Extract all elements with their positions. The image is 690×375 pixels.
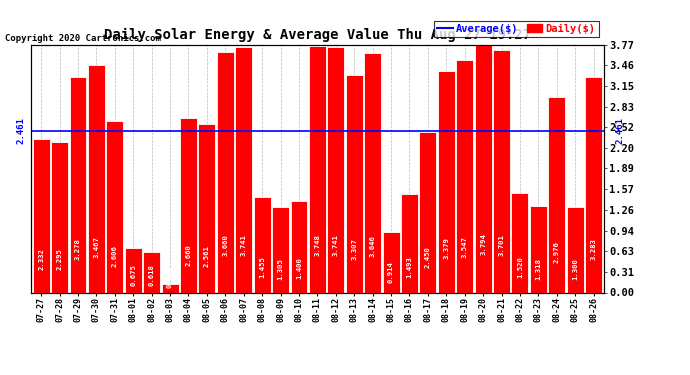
Bar (254, 197, 270, 292)
Bar (161, 284, 179, 292)
Bar (511, 193, 529, 292)
Bar (438, 70, 455, 292)
Text: 2.976: 2.976 (554, 242, 560, 263)
Text: Copyright 2020 Cartronics.com: Copyright 2020 Cartronics.com (6, 33, 161, 42)
Text: 2.295: 2.295 (57, 248, 63, 270)
Text: 1.455: 1.455 (259, 256, 265, 278)
Bar (180, 118, 197, 292)
Text: 1.305: 1.305 (277, 258, 284, 280)
Text: 3.794: 3.794 (480, 233, 486, 255)
Text: 0.675: 0.675 (130, 264, 136, 286)
Text: 1.318: 1.318 (535, 258, 542, 279)
Text: 3.278: 3.278 (75, 238, 81, 260)
Text: 2.332: 2.332 (38, 248, 44, 270)
Bar (549, 97, 565, 292)
Text: 0.618: 0.618 (148, 264, 155, 286)
Bar (309, 46, 326, 292)
Bar (327, 47, 344, 292)
Text: 3.748: 3.748 (315, 234, 320, 256)
Bar (88, 65, 105, 292)
Text: 2.461: 2.461 (17, 117, 26, 144)
Bar (530, 206, 547, 292)
Bar (217, 52, 234, 292)
Bar (456, 60, 473, 292)
Bar (272, 207, 289, 292)
Text: 1.493: 1.493 (406, 256, 413, 278)
Text: 1.400: 1.400 (296, 257, 302, 279)
Bar (382, 232, 400, 292)
Text: 3.379: 3.379 (443, 237, 449, 259)
Text: 2.450: 2.450 (425, 246, 431, 268)
Text: 3.467: 3.467 (93, 237, 99, 258)
Text: 3.741: 3.741 (241, 234, 247, 256)
Bar (125, 248, 141, 292)
Title: Daily Solar Energy & Average Value Thu Aug 27 19:27: Daily Solar Energy & Average Value Thu A… (104, 28, 531, 42)
Text: 3.283: 3.283 (591, 238, 597, 260)
Bar (51, 142, 68, 292)
Text: 2.461: 2.461 (615, 117, 624, 144)
Bar (364, 53, 381, 292)
Bar (290, 201, 308, 292)
Text: 2.561: 2.561 (204, 245, 210, 267)
Text: 0.123: 0.123 (167, 267, 173, 288)
Text: 1.520: 1.520 (517, 256, 523, 278)
Bar (235, 47, 253, 292)
Text: 3.701: 3.701 (499, 234, 504, 256)
Text: 3.741: 3.741 (333, 234, 339, 256)
Text: 0.914: 0.914 (388, 262, 394, 284)
Text: 3.646: 3.646 (370, 235, 375, 256)
Bar (346, 75, 363, 292)
Bar (144, 252, 160, 292)
Text: 1.300: 1.300 (572, 258, 578, 280)
Bar (566, 207, 584, 292)
Bar (106, 122, 124, 292)
Bar (585, 77, 602, 292)
Text: 3.307: 3.307 (351, 238, 357, 260)
Legend: Average($), Daily($): Average($), Daily($) (434, 21, 598, 37)
Bar (32, 140, 50, 292)
Text: 2.606: 2.606 (112, 245, 118, 267)
Text: 2.660: 2.660 (186, 244, 192, 266)
Bar (199, 124, 215, 292)
Bar (401, 195, 418, 292)
Text: 3.660: 3.660 (222, 235, 228, 256)
Bar (493, 50, 510, 292)
Text: 3.547: 3.547 (462, 236, 468, 258)
Bar (70, 77, 86, 292)
Bar (420, 132, 436, 292)
Bar (475, 44, 491, 292)
